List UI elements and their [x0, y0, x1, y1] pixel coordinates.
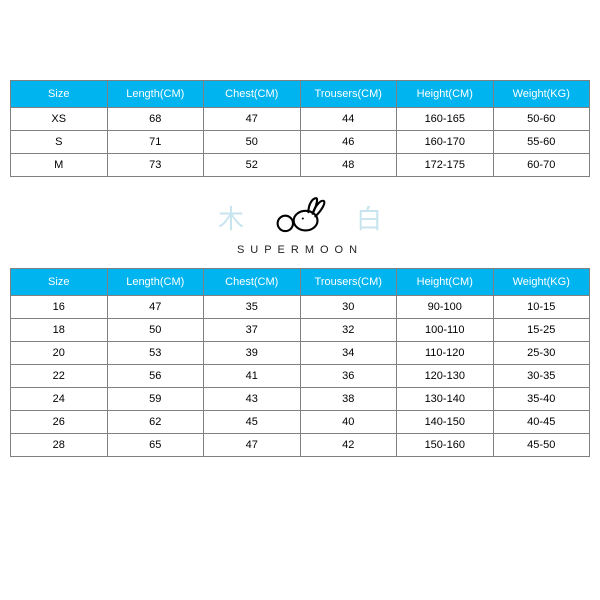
table-row: 28654742150-16045-50 — [11, 434, 590, 457]
table-cell: 47 — [204, 434, 301, 457]
table-cell: 47 — [107, 296, 204, 319]
rabbit-icon — [272, 195, 328, 240]
table-cell: 35 — [204, 296, 301, 319]
table-cell: 47 — [204, 108, 301, 131]
table-cell: 68 — [107, 108, 204, 131]
table-cell: 73 — [107, 154, 204, 177]
table-cell: 45 — [204, 411, 301, 434]
col-size: Size — [11, 81, 108, 108]
table-cell: XS — [11, 108, 108, 131]
table-cell: 22 — [11, 365, 108, 388]
table-cell: 16 — [11, 296, 108, 319]
table-row: XS684744160-16550-60 — [11, 108, 590, 131]
table-cell: 50 — [204, 131, 301, 154]
table-cell: 40 — [300, 411, 397, 434]
table-cell: 20 — [11, 342, 108, 365]
logo-row: 木 白 — [218, 195, 382, 240]
size-chart-container: Size Length(CM) Chest(CM) Trousers(CM) H… — [10, 80, 590, 457]
cjk-left: 木 — [218, 199, 244, 236]
table-cell: 100-110 — [397, 319, 494, 342]
table-cell: 130-140 — [397, 388, 494, 411]
table-cell: 36 — [300, 365, 397, 388]
table-header-row: Size Length(CM) Chest(CM) Trousers(CM) H… — [11, 269, 590, 296]
adult-size-table: Size Length(CM) Chest(CM) Trousers(CM) H… — [10, 80, 590, 177]
table-row: 18503732100-11015-25 — [11, 319, 590, 342]
table-cell: 56 — [107, 365, 204, 388]
table-cell: 160-165 — [397, 108, 494, 131]
table-cell: 44 — [300, 108, 397, 131]
col-length: Length(CM) — [107, 269, 204, 296]
table-cell: 52 — [204, 154, 301, 177]
table-row: 22564136120-13030-35 — [11, 365, 590, 388]
table-cell: 26 — [11, 411, 108, 434]
table-cell: 30-35 — [493, 365, 590, 388]
kids-table-body: 1647353090-10010-1518503732100-11015-252… — [11, 296, 590, 457]
table-cell: 39 — [204, 342, 301, 365]
table-cell: 34 — [300, 342, 397, 365]
table-cell: 62 — [107, 411, 204, 434]
table-cell: 60-70 — [493, 154, 590, 177]
table-cell: 160-170 — [397, 131, 494, 154]
adult-table-body: XS684744160-16550-60S715046160-17055-60M… — [11, 108, 590, 177]
table-cell: 140-150 — [397, 411, 494, 434]
table-header-row: Size Length(CM) Chest(CM) Trousers(CM) H… — [11, 81, 590, 108]
table-cell: 59 — [107, 388, 204, 411]
table-cell: 48 — [300, 154, 397, 177]
table-cell: 42 — [300, 434, 397, 457]
table-cell: 110-120 — [397, 342, 494, 365]
table-cell: 46 — [300, 131, 397, 154]
table-cell: 32 — [300, 319, 397, 342]
table-cell: 25-30 — [493, 342, 590, 365]
col-weight: Weight(KG) — [493, 81, 590, 108]
table-cell: S — [11, 131, 108, 154]
table-row: M735248172-17560-70 — [11, 154, 590, 177]
table-cell: 35-40 — [493, 388, 590, 411]
table-cell: 90-100 — [397, 296, 494, 319]
table-cell: 41 — [204, 365, 301, 388]
kids-size-table: Size Length(CM) Chest(CM) Trousers(CM) H… — [10, 268, 590, 457]
table-cell: 150-160 — [397, 434, 494, 457]
table-cell: 172-175 — [397, 154, 494, 177]
col-chest: Chest(CM) — [204, 81, 301, 108]
cjk-right: 白 — [356, 199, 382, 236]
table-row: 1647353090-10010-15 — [11, 296, 590, 319]
col-height: Height(CM) — [397, 269, 494, 296]
table-cell: 120-130 — [397, 365, 494, 388]
table-cell: 24 — [11, 388, 108, 411]
table-cell: 53 — [107, 342, 204, 365]
table-cell: 65 — [107, 434, 204, 457]
table-cell: 38 — [300, 388, 397, 411]
table-cell: 50-60 — [493, 108, 590, 131]
table-cell: 45-50 — [493, 434, 590, 457]
logo-section: 木 白 SUPERMOON — [10, 195, 590, 256]
table-cell: 18 — [11, 319, 108, 342]
table-cell: 37 — [204, 319, 301, 342]
col-size: Size — [11, 269, 108, 296]
col-trousers: Trousers(CM) — [300, 269, 397, 296]
table-cell: 40-45 — [493, 411, 590, 434]
table-cell: M — [11, 154, 108, 177]
table-row: 20533934110-12025-30 — [11, 342, 590, 365]
table-cell: 10-15 — [493, 296, 590, 319]
table-cell: 71 — [107, 131, 204, 154]
col-trousers: Trousers(CM) — [300, 81, 397, 108]
table-row: 24594338130-14035-40 — [11, 388, 590, 411]
col-height: Height(CM) — [397, 81, 494, 108]
table-cell: 30 — [300, 296, 397, 319]
table-cell: 43 — [204, 388, 301, 411]
table-row: 26624540140-15040-45 — [11, 411, 590, 434]
col-weight: Weight(KG) — [493, 269, 590, 296]
table-row: S715046160-17055-60 — [11, 131, 590, 154]
table-cell: 50 — [107, 319, 204, 342]
table-cell: 15-25 — [493, 319, 590, 342]
col-length: Length(CM) — [107, 81, 204, 108]
col-chest: Chest(CM) — [204, 269, 301, 296]
table-cell: 55-60 — [493, 131, 590, 154]
table-cell: 28 — [11, 434, 108, 457]
brand-text: SUPERMOON — [237, 244, 363, 256]
